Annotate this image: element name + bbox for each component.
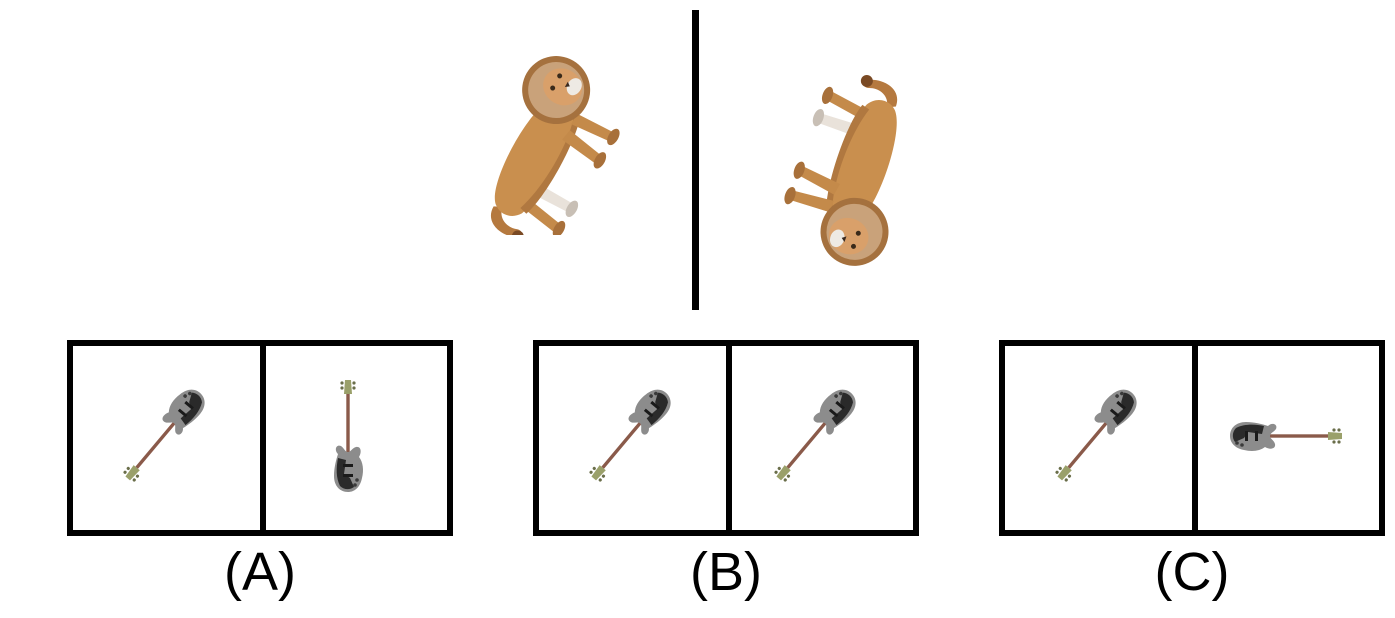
bass-guitar-icon <box>582 382 677 488</box>
option-b-left-cell <box>539 346 720 530</box>
reference-divider <box>692 10 699 310</box>
reference-lion-left <box>450 50 641 235</box>
option-b-label: (B) <box>690 542 762 602</box>
option-c-right-cell <box>1192 346 1373 530</box>
bass-guitar-icon <box>767 382 862 488</box>
bass-guitar-icon <box>1230 422 1342 451</box>
option-a-left-cell <box>73 346 254 530</box>
option-b-right-cell <box>726 346 907 530</box>
option-b-panel[interactable] <box>533 340 919 536</box>
option-a-right-cell <box>260 346 441 530</box>
reference-lion-right <box>770 70 939 270</box>
option-c-panel[interactable] <box>999 340 1385 536</box>
option-a-frame <box>67 340 453 536</box>
bass-guitar-icon <box>116 382 211 488</box>
option-c-left-cell <box>1005 346 1186 530</box>
option-a-label: (A) <box>224 542 296 602</box>
option-c-label: (C) <box>1154 542 1230 602</box>
option-c-frame <box>999 340 1385 536</box>
bass-guitar-icon <box>1048 382 1143 488</box>
option-a-panel[interactable] <box>67 340 453 536</box>
bass-guitar-icon <box>334 380 363 492</box>
option-b-frame <box>533 340 919 536</box>
